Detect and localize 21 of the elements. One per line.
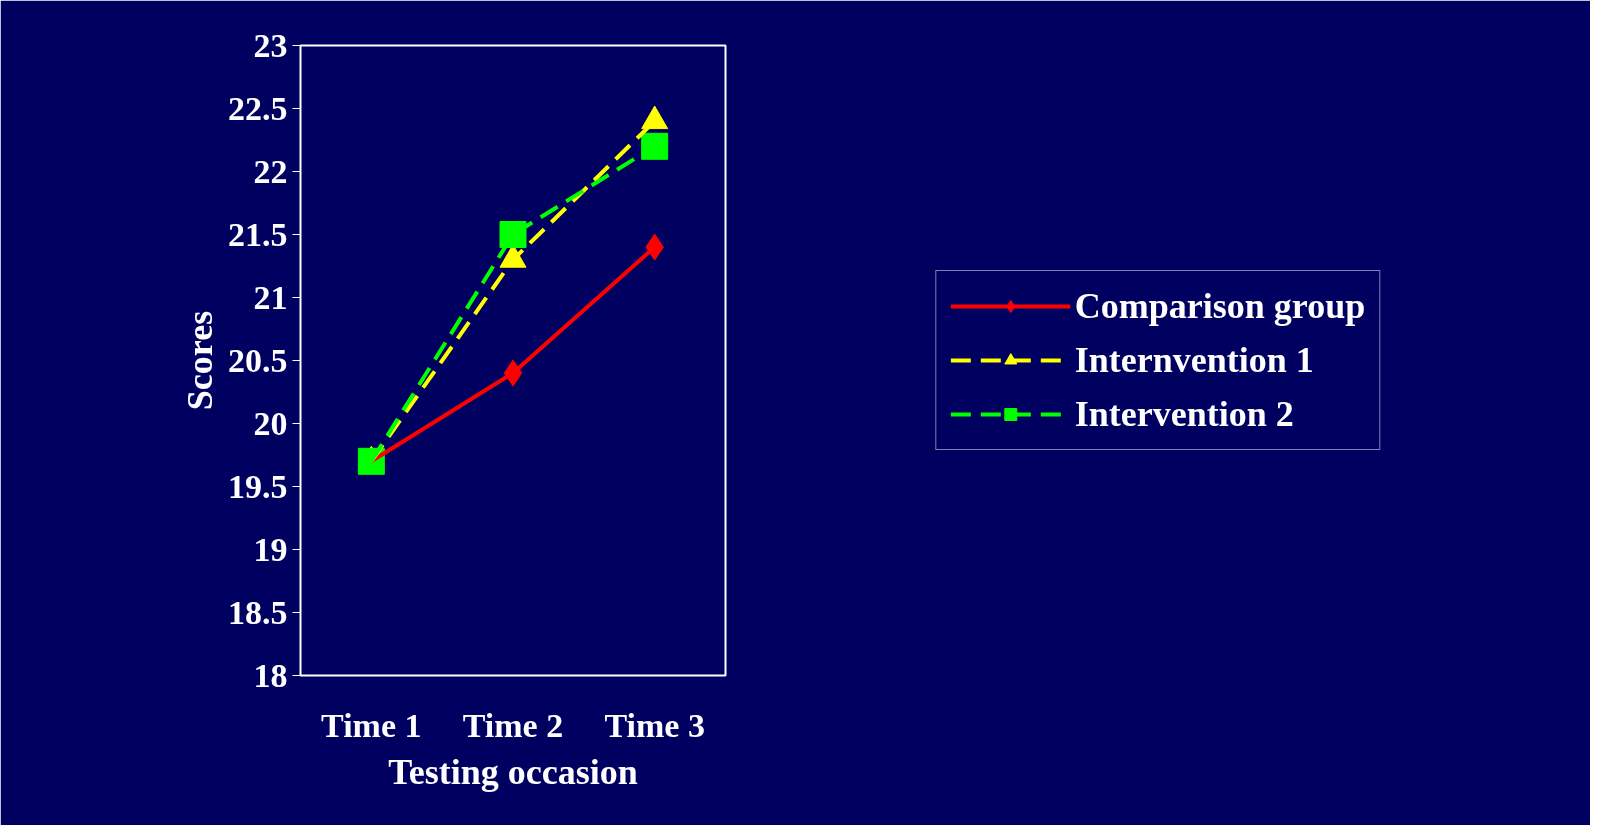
x-tick-label: Time 3 (604, 706, 705, 744)
y-axis-title: Scores (180, 310, 220, 411)
y-tick-label: 19 (253, 530, 288, 568)
x-tick-label: Time 1 (321, 706, 422, 744)
legend-label: Internvention 1 (1074, 339, 1314, 381)
point (641, 132, 669, 160)
legend-label: Comparison group (1074, 285, 1366, 327)
y-tick-label: 20.5 (228, 341, 288, 379)
point (499, 221, 527, 248)
y-tick-label: 22 (253, 152, 288, 190)
legend-label: Intervention 2 (1074, 393, 1294, 435)
y-tick-label: 21.5 (228, 215, 288, 253)
y-tick-label: 23 (253, 26, 288, 64)
y-tick-label: 22.5 (228, 89, 288, 127)
x-axis-title: Testing occasion (388, 751, 638, 792)
y-tick-label: 19.5 (228, 467, 288, 505)
y-tick-label: 20 (253, 404, 288, 442)
y-tick-label: 18 (253, 656, 288, 694)
x-tick-label: Time 2 (462, 706, 564, 744)
y-tick-label: 18.5 (228, 593, 288, 631)
y-tick-label: 21 (253, 278, 288, 316)
